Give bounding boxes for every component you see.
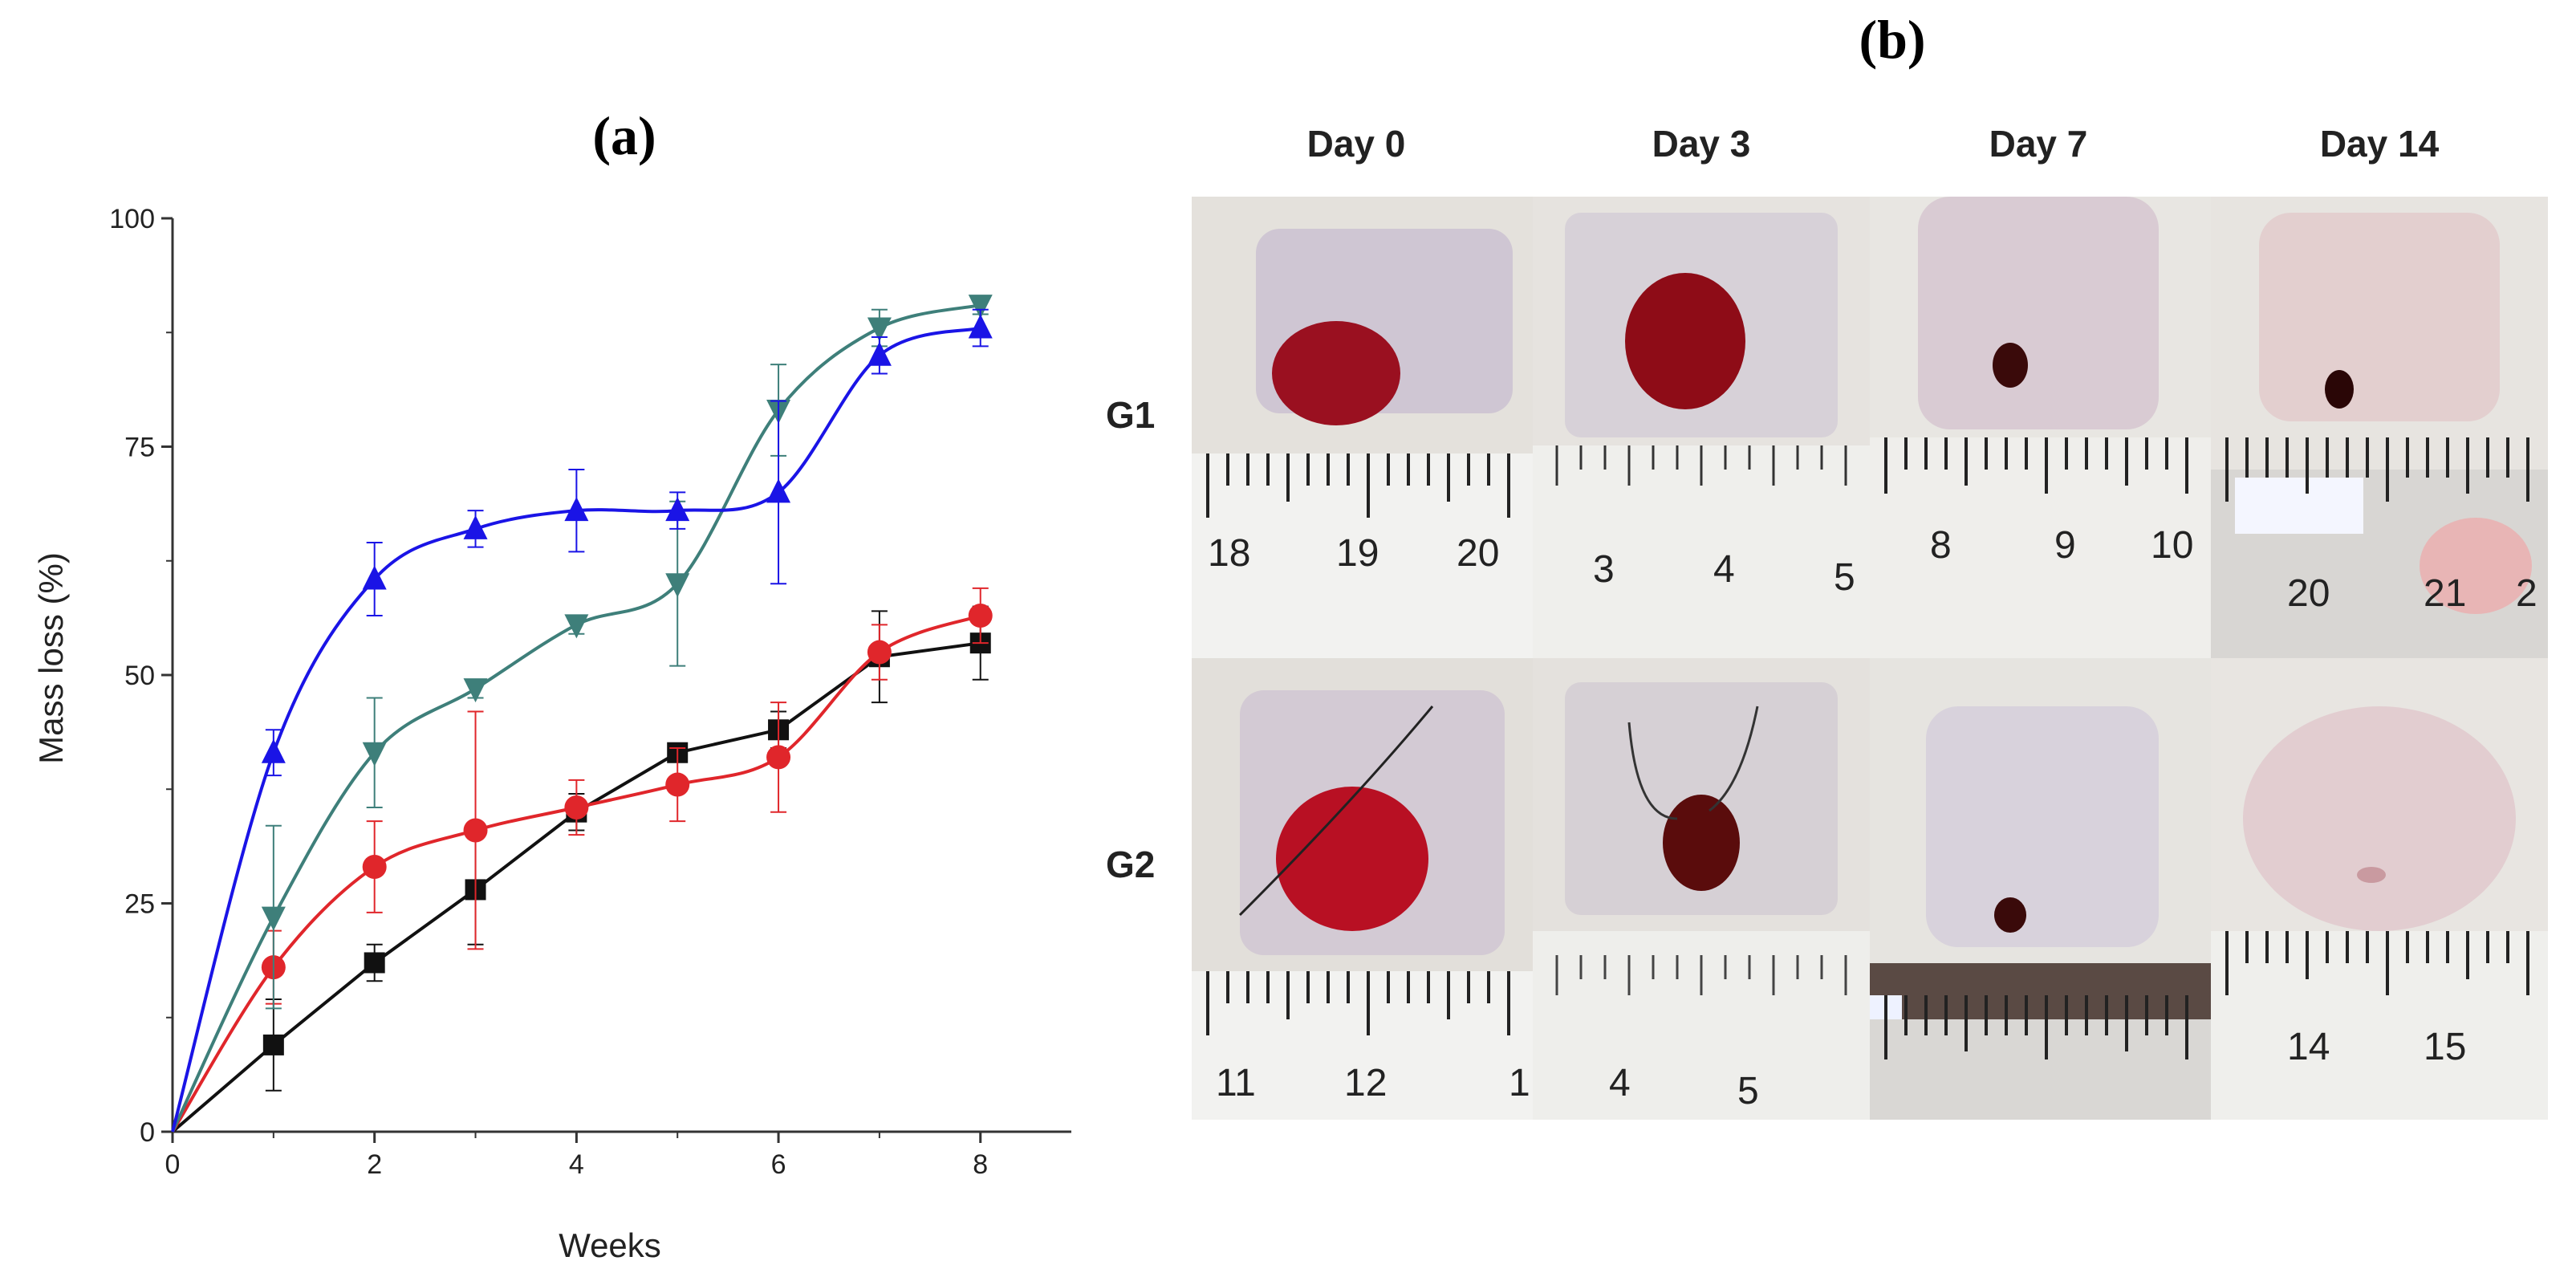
photo-g1-day3: 3 4 5 bbox=[1533, 197, 1870, 658]
ruler-number: 5 bbox=[1834, 556, 1855, 599]
data-point bbox=[665, 497, 690, 522]
chart-series bbox=[171, 295, 993, 1133]
data-point bbox=[564, 497, 589, 522]
data-point bbox=[362, 742, 387, 767]
chart-title: (a) bbox=[592, 105, 656, 166]
y-tick-label: 25 bbox=[124, 889, 155, 920]
wound-g2-day3 bbox=[1663, 795, 1740, 891]
y-tick-label: 75 bbox=[124, 433, 155, 463]
y-tick-label: 50 bbox=[124, 661, 155, 691]
day-label-14: Day 14 bbox=[2319, 123, 2440, 165]
data-point bbox=[261, 738, 286, 763]
x-tick-label: 0 bbox=[165, 1149, 181, 1180]
data-point bbox=[463, 818, 488, 843]
ruler-number: 15 bbox=[2424, 1026, 2466, 1068]
day-label-3: Day 3 bbox=[1652, 123, 1751, 165]
ruler-number: 2 bbox=[2516, 572, 2537, 615]
day-label-7: Day 7 bbox=[1989, 123, 2088, 165]
data-point bbox=[261, 906, 286, 931]
series-red-circles bbox=[171, 587, 993, 1133]
y-axis-label: Mass loss (%) bbox=[32, 552, 70, 764]
data-point bbox=[867, 640, 892, 665]
data-point bbox=[463, 678, 488, 703]
ruler-number: 11 bbox=[1216, 1062, 1256, 1104]
series-line bbox=[171, 326, 981, 1133]
series-line bbox=[171, 641, 981, 1133]
ruler-number: 3 bbox=[1593, 548, 1615, 591]
wound-g2-day7 bbox=[1994, 897, 2026, 933]
data-point bbox=[564, 795, 589, 820]
data-point bbox=[968, 295, 993, 319]
data-point bbox=[463, 514, 488, 539]
ruler-number: 10 bbox=[2151, 524, 2193, 567]
data-point bbox=[262, 1034, 284, 1055]
data-point bbox=[665, 772, 690, 797]
y-tick-label: 0 bbox=[140, 1117, 155, 1148]
ruler-number: 14 bbox=[2287, 1026, 2330, 1068]
wound-g2-day14 bbox=[2243, 706, 2516, 931]
series-blue-up-triangles bbox=[171, 308, 993, 1133]
x-tick-label: 6 bbox=[771, 1149, 786, 1180]
series-teal-down-triangles bbox=[171, 295, 993, 1133]
data-point bbox=[362, 565, 387, 590]
photo-g1-day14: 20 21 2 bbox=[2211, 197, 2548, 658]
y-tick-label: 100 bbox=[109, 204, 155, 234]
series-line bbox=[171, 614, 981, 1133]
data-point bbox=[968, 314, 993, 339]
photo-g2-day7 bbox=[1870, 658, 2211, 1120]
x-tick-label: 4 bbox=[569, 1149, 584, 1180]
wound-g1-day14 bbox=[2325, 370, 2354, 409]
data-point bbox=[364, 952, 385, 974]
photo-g1-day7: 8 9 10 bbox=[1870, 197, 2211, 658]
photo-g2-day3: 4 5 bbox=[1533, 658, 1870, 1120]
ruler-number: 12 bbox=[1344, 1062, 1387, 1104]
ruler-number: 20 bbox=[1457, 532, 1499, 575]
day-label-0: Day 0 bbox=[1306, 123, 1406, 165]
wound-g1-day3 bbox=[1625, 273, 1745, 409]
data-point bbox=[665, 573, 690, 598]
ruler-number: 4 bbox=[1609, 1062, 1631, 1104]
wound-g1-day7 bbox=[1993, 343, 2028, 388]
photo-g1-day0: 18 19 20 bbox=[1192, 197, 1533, 658]
data-point bbox=[968, 604, 993, 628]
data-point bbox=[867, 317, 892, 342]
ruler-number: 20 bbox=[2287, 572, 2330, 615]
data-point bbox=[766, 745, 791, 770]
panel-b-title: (b) bbox=[1859, 9, 1926, 70]
photo-g2-day0: 11 12 1 bbox=[1192, 658, 1533, 1120]
x-tick-label: 8 bbox=[973, 1149, 988, 1180]
data-point bbox=[362, 854, 387, 879]
series-black-squares bbox=[171, 605, 991, 1133]
ruler-ticks-g1-day0 bbox=[1206, 453, 1510, 518]
ruler-number: 1 bbox=[1509, 1062, 1530, 1104]
ruler-number: 19 bbox=[1336, 532, 1379, 575]
photo-g2-day14: 14 15 bbox=[2211, 658, 2548, 1120]
series-line bbox=[171, 303, 981, 1133]
data-point bbox=[564, 614, 589, 639]
ruler-number: 4 bbox=[1713, 548, 1735, 591]
ruler-number: 18 bbox=[1208, 532, 1250, 575]
wound-g2-day0 bbox=[1276, 787, 1428, 931]
x-tick-label: 2 bbox=[367, 1149, 382, 1180]
ruler-number: 9 bbox=[2054, 524, 2076, 567]
ruler-number: 21 bbox=[2424, 572, 2466, 615]
wound-g1-day0 bbox=[1272, 321, 1400, 425]
data-point bbox=[867, 341, 892, 366]
x-axis-label: Weeks bbox=[559, 1226, 661, 1264]
mass-loss-chart: (a) 0 25 50 75 100 0 2 4 6 8 Weeks Mass loss (%) bbox=[32, 105, 1071, 1264]
data-point bbox=[766, 478, 791, 503]
ruler-number: 5 bbox=[1737, 1070, 1759, 1112]
chart-ticks: 0 25 50 75 100 0 2 4 6 8 bbox=[109, 204, 988, 1180]
ruler-number: 8 bbox=[1930, 524, 1952, 567]
